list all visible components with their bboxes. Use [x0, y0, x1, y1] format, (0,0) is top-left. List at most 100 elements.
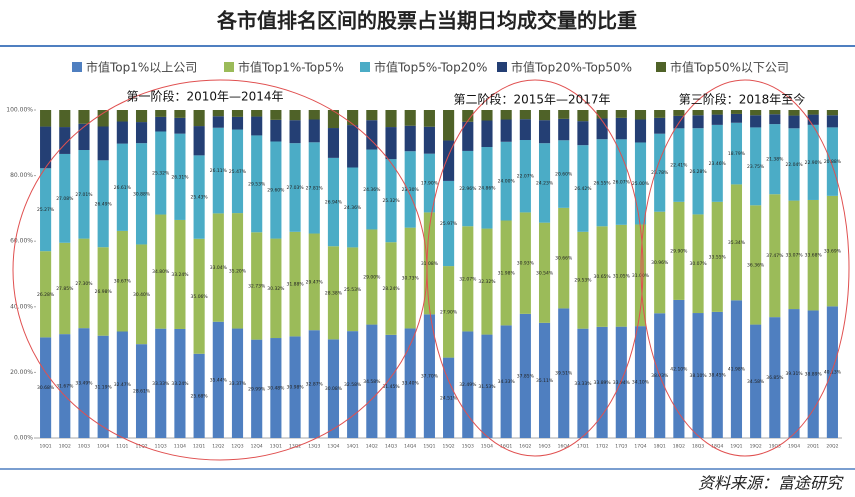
bar-segment	[558, 110, 570, 119]
bar-segment	[807, 124, 819, 200]
x-tick-label: 13Q4	[327, 444, 339, 450]
bar-segment	[538, 110, 551, 121]
bar-segment	[212, 116, 224, 128]
data-label: 35.34%	[728, 240, 746, 246]
data-label: 24.36%	[344, 205, 362, 211]
bar-segment	[327, 246, 340, 340]
x-tick-label: 12Q2	[212, 444, 224, 450]
bar-segment	[577, 145, 589, 232]
bar-segment	[577, 121, 589, 146]
data-label: 42.10%	[670, 366, 688, 372]
legend-label: 市值Top1%-Top5%	[238, 60, 344, 75]
y-tick-label: 20.00%	[10, 369, 33, 376]
bar-segment	[596, 118, 608, 140]
bar-segment	[78, 123, 90, 151]
bar-segment	[212, 213, 224, 322]
bar-segment	[193, 238, 205, 354]
bar-segment	[462, 150, 474, 227]
bar-segment	[78, 110, 90, 124]
data-label: 26.42%	[574, 186, 592, 192]
data-label: 31.53%	[478, 384, 496, 390]
x-tick-label: 15Q4	[481, 444, 493, 450]
bar-segment	[519, 110, 531, 120]
bar-segment	[481, 120, 493, 148]
x-tick-label: 17Q1	[577, 444, 589, 450]
data-label: 30.93%	[517, 261, 535, 267]
x-tick-label: 17Q2	[596, 444, 608, 450]
bar-segment	[634, 326, 647, 438]
bar-segment	[385, 334, 397, 438]
bar-segment	[481, 147, 493, 229]
data-label: 26.28%	[37, 292, 55, 298]
bar-segment	[462, 110, 474, 122]
data-label: 34.58%	[363, 379, 381, 385]
bar-segment	[481, 228, 493, 335]
bar-segment	[519, 212, 531, 314]
data-label: 29.00%	[363, 275, 381, 281]
bar-segment	[193, 353, 205, 438]
bar-segment	[615, 110, 627, 118]
x-tick-label: 14Q4	[404, 444, 416, 450]
bar-segment	[423, 126, 435, 154]
x-tick-label: 19Q3	[769, 444, 781, 450]
bar-segment	[558, 207, 570, 309]
data-label: 20.60%	[555, 172, 573, 178]
data-label: 26.49%	[95, 201, 113, 207]
data-label: 25.32%	[382, 198, 400, 204]
x-tick-label: 20Q2	[826, 444, 838, 450]
bar-segment	[423, 212, 435, 315]
x-tick-label: 14Q2	[366, 444, 378, 450]
data-label: 27.85%	[56, 286, 74, 292]
legend-label: 市值Top50%以下公司	[670, 60, 789, 75]
bar-segment	[193, 155, 205, 239]
data-label: 33.37%	[229, 381, 247, 387]
data-label: 38.45%	[709, 372, 727, 378]
bar-segment	[692, 128, 704, 215]
x-tick-label: 18Q2	[673, 444, 685, 450]
bar-segment	[174, 328, 186, 438]
bar-segment	[251, 339, 263, 438]
x-tick-label: 15Q2	[443, 444, 455, 450]
data-label: 33.07%	[785, 252, 803, 258]
bar-segment	[308, 233, 320, 331]
x-tick-label: 15Q3	[462, 444, 474, 450]
x-tick-label: 11Q3	[155, 444, 167, 450]
x-tick-label: 17Q3	[615, 444, 627, 450]
bar-segment	[270, 119, 282, 142]
plot: 市值Top1%以上公司 市值Top1%-Top5% 市值Top5%-Top20% 市值…	[6, 60, 842, 450]
data-label: 22.04%	[785, 162, 803, 168]
data-label: 29.53%	[574, 278, 592, 284]
data-label: 33.69%	[824, 249, 842, 255]
data-label: 33.24%	[171, 272, 189, 278]
bar-segment	[615, 139, 627, 225]
data-label: 33.33%	[574, 381, 592, 387]
bar-segment	[174, 110, 186, 118]
data-label: 23.75%	[747, 164, 765, 170]
data-label: 30.65%	[594, 274, 612, 280]
bar-segment	[366, 120, 378, 150]
bar-segment	[558, 118, 570, 141]
y-tick-label: 40.00%	[10, 303, 33, 310]
bar-segment	[174, 219, 186, 329]
data-label: 26.11%	[210, 168, 228, 174]
data-label: 32.07%	[459, 276, 477, 282]
y-tick-label: 80.00%	[10, 172, 33, 179]
bar-segment	[692, 110, 704, 116]
bar-segment	[634, 142, 647, 225]
x-tick-label: 10Q1	[40, 444, 52, 450]
data-label: 34.80%	[152, 269, 170, 275]
data-label: 26.61%	[114, 185, 132, 191]
bar-segment	[404, 151, 416, 228]
bar-segment	[289, 120, 301, 144]
data-label: 29.53%	[248, 181, 266, 187]
data-label: 35.06%	[191, 294, 209, 300]
phase-label: 第二阶段：2015年—2017年	[453, 92, 610, 107]
bar-segment	[289, 110, 301, 121]
data-label: 29.47%	[306, 279, 324, 285]
bar-segment	[366, 110, 378, 121]
data-label: 37.85%	[517, 373, 535, 379]
bar-segment	[231, 110, 244, 117]
data-label: 30.66%	[555, 256, 573, 262]
bar-segment	[500, 110, 512, 120]
